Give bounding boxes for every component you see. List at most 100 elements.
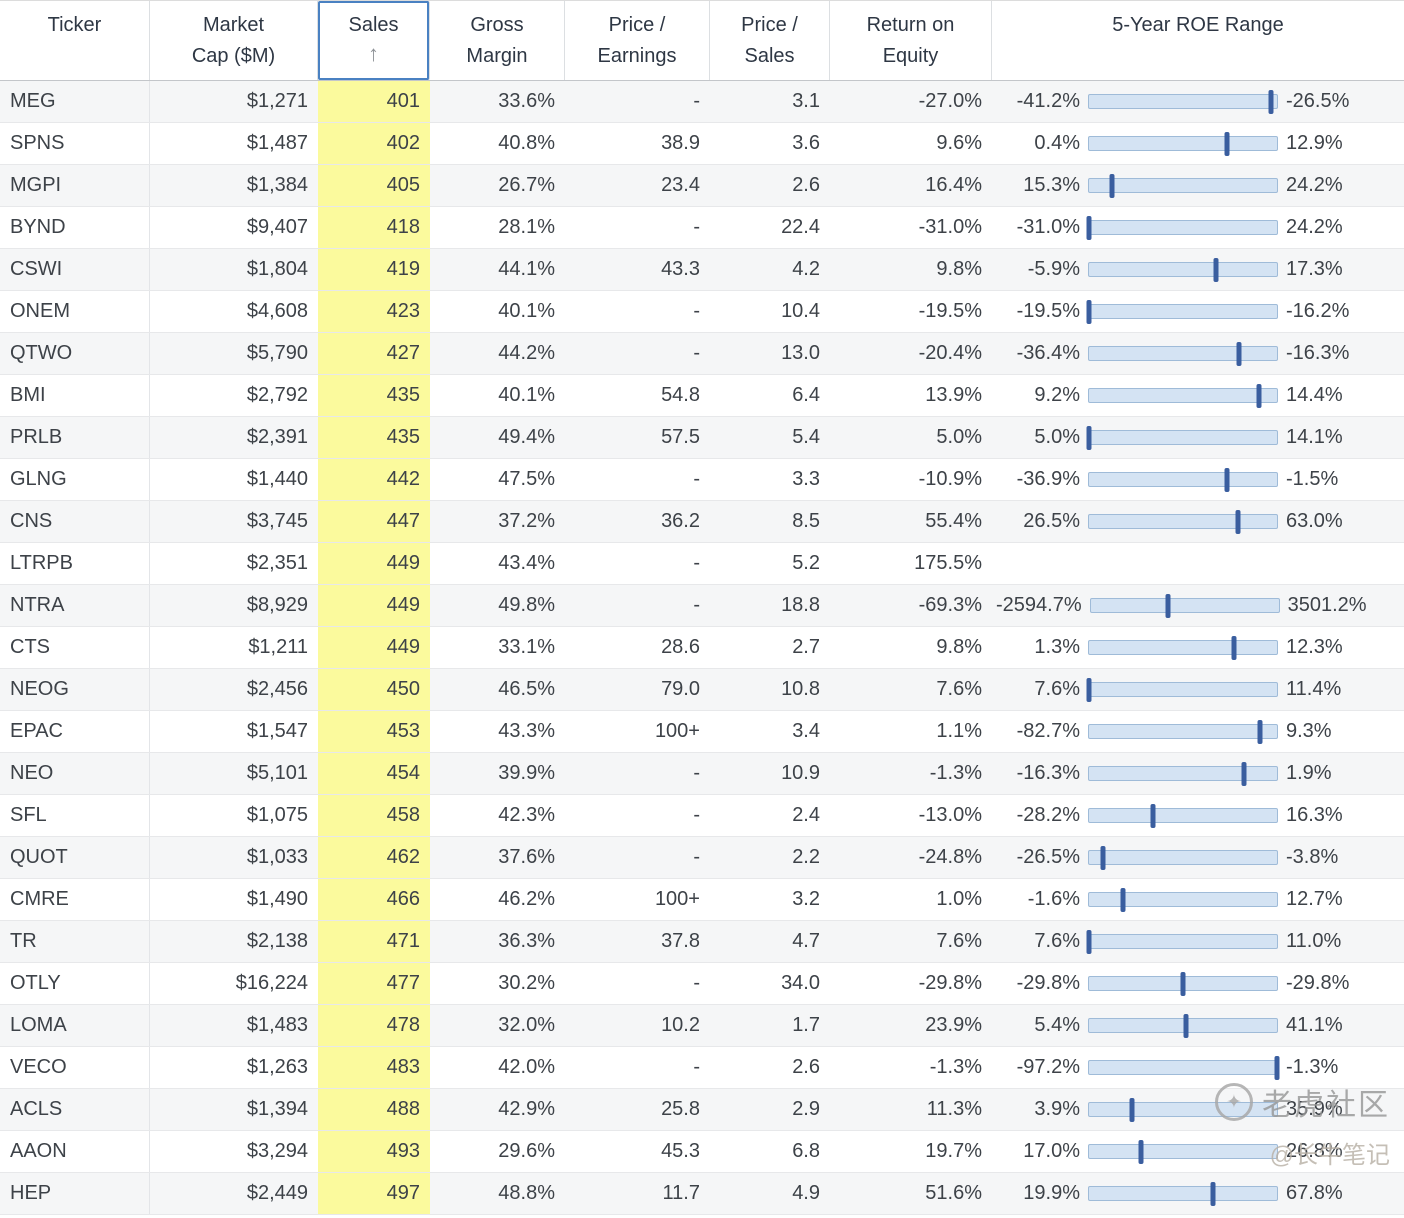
table-row[interactable]: GLNG $1,440 442 47.5% - 3.3 -10.9% -36.9… <box>0 459 1404 501</box>
cell-market-cap: $1,440 <box>246 468 308 490</box>
cell-market-cap: $4,608 <box>246 300 308 322</box>
table-row[interactable]: MEG $1,271 401 33.6% - 3.1 -27.0% -41.2%… <box>0 81 1404 123</box>
table-row[interactable]: QTWO $5,790 427 44.2% - 13.0 -20.4% -36.… <box>0 333 1404 375</box>
roe-current-marker-icon <box>1183 1013 1189 1038</box>
cell-sales: 462 <box>318 837 430 878</box>
table-row[interactable]: ACLS $1,394 488 42.9% 25.8 2.9 11.3% 3.9… <box>0 1089 1404 1131</box>
column-header-roe-range[interactable]: 5-Year ROE Range <box>992 1 1404 80</box>
cell-return-on-equity: 1.0% <box>936 888 982 910</box>
cell-sales: 483 <box>318 1047 430 1088</box>
cell-return-on-equity: -1.3% <box>929 762 982 784</box>
cell-return-on-equity: 13.9% <box>925 384 982 406</box>
cell-price-earnings: 100+ <box>654 888 700 910</box>
table-row[interactable]: NEOG $2,456 450 46.5% 79.0 10.8 7.6% 7.6… <box>0 669 1404 711</box>
table-row[interactable]: BMI $2,792 435 40.1% 54.8 6.4 13.9% 9.2%… <box>0 375 1404 417</box>
table-row[interactable]: SFL $1,075 458 42.3% - 2.4 -13.0% -28.2%… <box>0 795 1404 837</box>
cell-ticker: LOMA <box>0 1005 150 1046</box>
roe-range-max: -1.3% <box>1286 1056 1339 1078</box>
column-header-price-sales[interactable]: Price / Sales <box>710 1 830 80</box>
roe-range-max: -16.2% <box>1286 300 1350 322</box>
table-row[interactable]: OTLY $16,224 477 30.2% - 34.0 -29.8% -29… <box>0 963 1404 1005</box>
table-row[interactable]: NEO $5,101 454 39.9% - 10.9 -1.3% -16.3%… <box>0 753 1404 795</box>
roe-current-marker-icon <box>1274 1055 1280 1080</box>
column-header-ticker[interactable]: Ticker <box>0 1 150 80</box>
roe-range-max: 41.1% <box>1286 1014 1343 1036</box>
cell-return-on-equity: 16.4% <box>925 174 982 196</box>
cell-return-on-equity: 5.0% <box>936 426 982 448</box>
cell-sales: 493 <box>318 1131 430 1172</box>
cell-price-earnings: 23.4 <box>661 174 700 196</box>
roe-range-max: 63.0% <box>1286 510 1343 532</box>
column-header-price-earnings[interactable]: Price / Earnings <box>565 1 710 80</box>
roe-range-max: -29.8% <box>1286 972 1350 994</box>
roe-range-min: -26.5% <box>1016 846 1080 868</box>
watermark-handle: @长牛笔记 <box>1269 1142 1390 1169</box>
column-header-gross-margin[interactable]: Gross Margin <box>430 1 565 80</box>
column-label: Sales <box>348 14 399 36</box>
cell-sales: 435 <box>318 417 430 458</box>
table-row[interactable]: LTRPB $2,351 449 43.4% - 5.2 175.5% <box>0 543 1404 585</box>
cell-price-earnings: - <box>693 300 700 322</box>
cell-roe-range: -97.2% -1.3% <box>992 1047 1404 1088</box>
cell-ticker: SPNS <box>0 123 150 164</box>
cell-ticker: ACLS <box>0 1089 150 1130</box>
cell-price-earnings: 57.5 <box>661 426 700 448</box>
cell-sales: 435 <box>318 375 430 416</box>
table-row[interactable]: MGPI $1,384 405 26.7% 23.4 2.6 16.4% 15.… <box>0 165 1404 207</box>
table-row[interactable]: EPAC $1,547 453 43.3% 100+ 3.4 1.1% -82.… <box>0 711 1404 753</box>
roe-current-marker-icon <box>1231 635 1237 660</box>
table-row[interactable]: CTS $1,211 449 33.1% 28.6 2.7 9.8% 1.3% … <box>0 627 1404 669</box>
column-header-market-cap[interactable]: Market Cap ($M) <box>150 1 318 80</box>
table-row[interactable]: QUOT $1,033 462 37.6% - 2.2 -24.8% -26.5… <box>0 837 1404 879</box>
table-row[interactable]: NTRA $8,929 449 49.8% - 18.8 -69.3% -259… <box>0 585 1404 627</box>
cell-gross-margin: 47.5% <box>498 468 555 490</box>
roe-current-marker-icon <box>1086 425 1092 450</box>
roe-range-bar <box>1088 467 1278 492</box>
cell-ticker: NEO <box>0 753 150 794</box>
table-row[interactable]: ONEM $4,608 423 40.1% - 10.4 -19.5% -19.… <box>0 291 1404 333</box>
cell-market-cap: $5,101 <box>246 762 308 784</box>
table-row[interactable]: HEP $2,449 497 48.8% 11.7 4.9 51.6% 19.9… <box>0 1173 1404 1215</box>
roe-range-max: 14.4% <box>1286 384 1343 406</box>
table-row[interactable]: BYND $9,407 418 28.1% - 22.4 -31.0% -31.… <box>0 207 1404 249</box>
cell-return-on-equity: 23.9% <box>925 1014 982 1036</box>
cell-return-on-equity: -29.8% <box>918 972 982 994</box>
column-label: Price / <box>741 14 798 36</box>
cell-price-sales: 3.6 <box>792 132 820 154</box>
column-header-sales[interactable]: Sales ↑ <box>318 1 430 80</box>
roe-range-max: 17.3% <box>1286 258 1343 280</box>
column-label: Return on <box>866 14 955 36</box>
table-row[interactable]: CNS $3,745 447 37.2% 36.2 8.5 55.4% 26.5… <box>0 501 1404 543</box>
roe-range-bar <box>1088 803 1278 828</box>
table-row[interactable]: CSWI $1,804 419 44.1% 43.3 4.2 9.8% -5.9… <box>0 249 1404 291</box>
cell-price-sales: 3.1 <box>792 90 820 112</box>
cell-price-sales: 6.8 <box>792 1140 820 1162</box>
cell-return-on-equity: -19.5% <box>918 300 982 322</box>
table-row[interactable]: SPNS $1,487 402 40.8% 38.9 3.6 9.6% 0.4%… <box>0 123 1404 165</box>
cell-return-on-equity: -1.3% <box>929 1056 982 1078</box>
table-row[interactable]: TR $2,138 471 36.3% 37.8 4.7 7.6% 7.6% 1… <box>0 921 1404 963</box>
roe-range-max: 24.2% <box>1286 216 1343 238</box>
roe-current-marker-icon <box>1210 1181 1216 1206</box>
column-header-return-on-equity[interactable]: Return on Equity <box>830 1 992 80</box>
cell-gross-margin: 49.4% <box>498 426 555 448</box>
cell-roe-range: 19.9% 67.8% <box>992 1173 1404 1214</box>
cell-market-cap: $16,224 <box>235 972 308 994</box>
cell-gross-margin: 32.0% <box>498 1014 555 1036</box>
table-row[interactable]: AAON $3,294 493 29.6% 45.3 6.8 19.7% 17.… <box>0 1131 1404 1173</box>
table-row[interactable]: CMRE $1,490 466 46.2% 100+ 3.2 1.0% -1.6… <box>0 879 1404 921</box>
roe-range-max: 1.9% <box>1286 762 1332 784</box>
roe-range-max: 24.2% <box>1286 174 1343 196</box>
cell-sales: 449 <box>318 585 430 626</box>
cell-roe-range: 7.6% 11.4% <box>992 669 1404 710</box>
table-row[interactable]: LOMA $1,483 478 32.0% 10.2 1.7 23.9% 5.4… <box>0 1005 1404 1047</box>
table-row[interactable]: PRLB $2,391 435 49.4% 57.5 5.4 5.0% 5.0%… <box>0 417 1404 459</box>
roe-range-min: -36.4% <box>1016 342 1080 364</box>
roe-range-bar <box>1086 677 1278 702</box>
roe-range-bar <box>1088 383 1278 408</box>
cell-price-earnings: - <box>693 342 700 364</box>
column-label: Gross <box>470 14 524 36</box>
cell-market-cap: $1,075 <box>246 804 308 826</box>
table-row[interactable]: VECO $1,263 483 42.0% - 2.6 -1.3% -97.2%… <box>0 1047 1404 1089</box>
roe-current-marker-icon <box>1150 803 1156 828</box>
